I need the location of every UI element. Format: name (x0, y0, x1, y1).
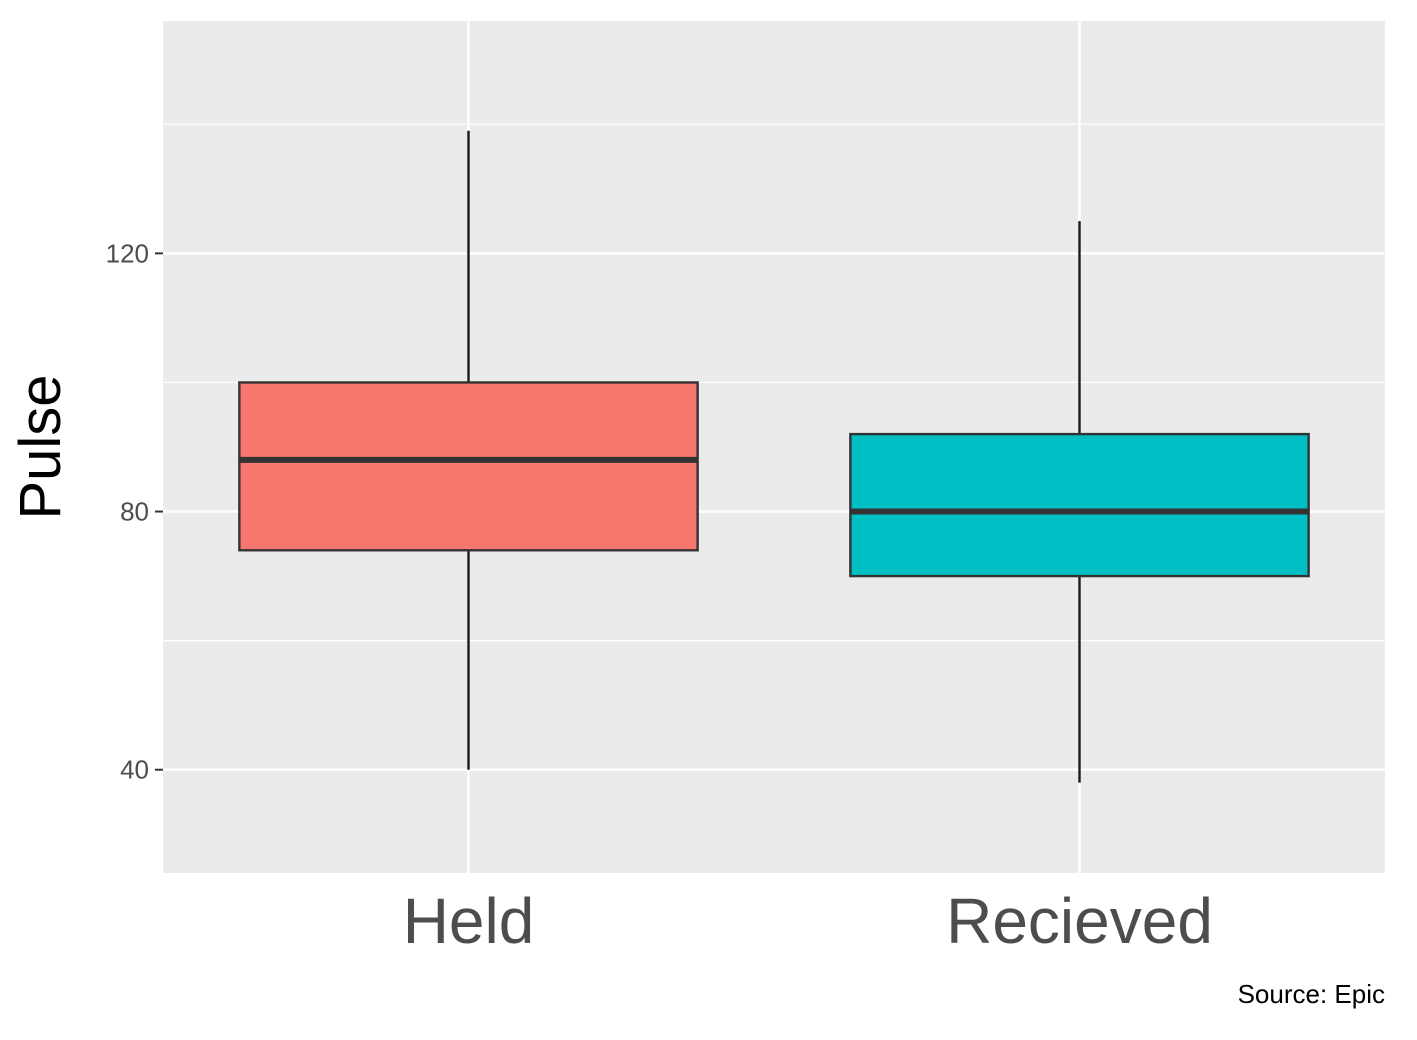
box-recieved (849, 221, 1310, 783)
y-axis-ticks: 40 80 120 (106, 238, 163, 785)
y-axis-title: Pulse (8, 374, 73, 519)
iqr-box (238, 381, 699, 552)
boxes-layer (238, 130, 1310, 783)
x-tick-label: Recieved (946, 885, 1213, 957)
y-tick-label: 40 (120, 755, 149, 785)
caption: Source: Epic (1238, 979, 1385, 1009)
x-tick-label: Held (403, 885, 535, 957)
iqr-box (849, 432, 1310, 578)
box-held (238, 130, 699, 770)
y-tick-label: 80 (120, 497, 149, 527)
x-axis-labels: Held Recieved (403, 885, 1213, 957)
y-tick-label: 120 (106, 238, 149, 268)
